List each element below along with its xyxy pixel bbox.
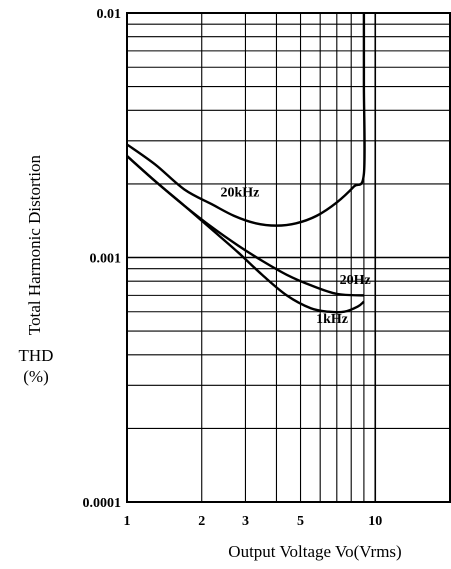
x-tick-label: 1 (124, 514, 131, 529)
series-line-1khz (126, 155, 365, 314)
grid (126, 12, 451, 503)
x-axis-label: Output Voltage Vo(Vrms) (228, 542, 401, 561)
series-label-1khz: 1kHz (316, 312, 348, 327)
y-tick-label: 0.001 (90, 252, 122, 267)
y-axis-unit-line2: (%) (23, 367, 48, 386)
y-tick-label: 0.01 (97, 7, 122, 22)
series-lines (126, 13, 366, 314)
y-axis-label: Total Harmonic Distortion (25, 154, 44, 335)
x-tick-label: 2 (198, 514, 205, 529)
series-line-20khz (126, 13, 366, 227)
series-labels: 20kHz 20Hz 1kHz (220, 185, 370, 327)
x-tick-label: 5 (297, 514, 304, 529)
y-axis-unit-line1: THD (19, 346, 54, 365)
series-label-20khz: 20kHz (220, 185, 259, 200)
tick-labels: 1 2 3 5 10 0.0001 0.001 0.01 (83, 7, 383, 529)
y-tick-label: 0.0001 (83, 496, 122, 511)
plot-frame (126, 12, 451, 503)
x-tick-label: 3 (242, 514, 249, 529)
x-tick-label: 10 (368, 514, 382, 529)
series-label-20hz: 20Hz (340, 273, 371, 288)
